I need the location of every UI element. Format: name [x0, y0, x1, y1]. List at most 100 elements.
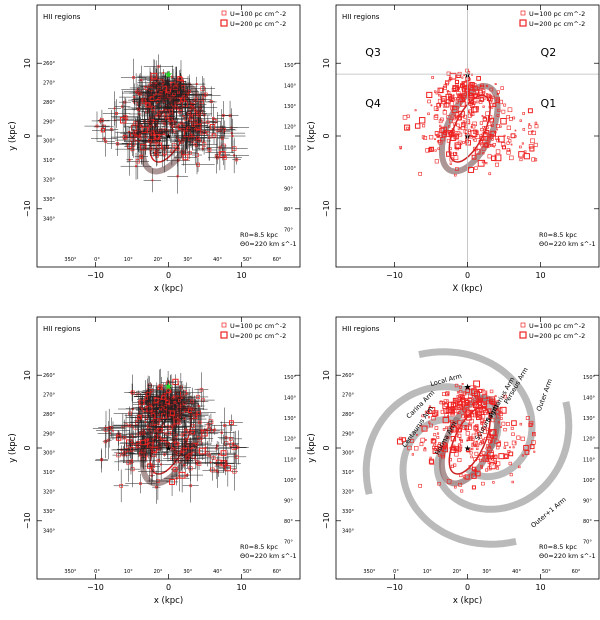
data-point [168, 425, 173, 430]
data-point [531, 130, 534, 133]
data-point [510, 426, 514, 430]
data-point [484, 136, 489, 141]
data-point [172, 85, 178, 91]
data-point [504, 454, 508, 458]
data-point [442, 446, 449, 453]
data-point [149, 125, 152, 128]
data-point [498, 453, 505, 460]
data-point [223, 128, 227, 131]
data-point [467, 113, 472, 118]
data-point [473, 407, 477, 411]
data-point [456, 404, 460, 408]
data-point [495, 124, 500, 128]
data-point [446, 90, 449, 93]
data-point [469, 135, 473, 139]
legend-entry: U=200 pc cm^-2 [230, 332, 286, 340]
data-point [461, 94, 464, 97]
data-point [206, 423, 211, 427]
data-point [218, 453, 220, 456]
data-point [200, 429, 202, 431]
data-point [198, 420, 202, 424]
data-point [440, 136, 445, 142]
data-point [206, 120, 210, 124]
data-point [166, 380, 170, 385]
data-point [468, 393, 473, 399]
y-axis-label: Y (kpc) [307, 121, 317, 152]
data-point [509, 473, 513, 477]
data-point [432, 448, 439, 454]
longitude-label: 40° [213, 569, 222, 575]
data-point [448, 119, 454, 124]
spiral-arm [418, 348, 536, 481]
data-point [519, 158, 523, 162]
data-point [485, 111, 490, 116]
legend: U=100 pc cm^-2 U=200 pc cm^-2 [519, 322, 585, 340]
longitude-label: 330° [43, 197, 56, 203]
data-point [475, 100, 479, 104]
data-point [119, 117, 127, 124]
data-point [439, 88, 445, 93]
longitude-label: 90° [284, 498, 293, 504]
longitude-label: 290° [342, 431, 355, 437]
data-point [492, 103, 497, 107]
data-point [512, 116, 516, 120]
data-point [512, 446, 515, 449]
data-point [528, 123, 531, 125]
data-point [435, 108, 439, 112]
data-point [130, 459, 134, 462]
data-point [180, 97, 186, 102]
sun-star-icon: ★ [164, 378, 173, 394]
data-point [482, 116, 487, 121]
data-point [157, 97, 161, 100]
data-point [473, 441, 478, 446]
x-axis-label: x (kpc) [154, 284, 183, 294]
data-point [472, 121, 477, 127]
y-tick-label: 0 [23, 445, 32, 450]
data-point [464, 404, 469, 409]
data-point [190, 399, 195, 404]
data-point [516, 435, 521, 440]
data-point [450, 420, 454, 424]
longitude-label: 90° [583, 498, 592, 504]
data-point [486, 408, 492, 414]
data-point [113, 107, 116, 110]
data-point [443, 109, 446, 112]
data-point [476, 76, 481, 81]
data-point [128, 158, 131, 161]
data-point [189, 134, 193, 137]
data-point [477, 432, 481, 437]
longitude-label: 350° [64, 257, 77, 263]
data-point [112, 429, 114, 432]
data-point [199, 387, 204, 392]
data-point [191, 123, 195, 127]
data-point [146, 392, 151, 397]
data-point [443, 408, 448, 414]
data-point [229, 437, 233, 441]
data-point [143, 85, 148, 90]
data-point [466, 437, 471, 441]
longitude-label: 280° [43, 412, 56, 418]
data-point [135, 159, 140, 164]
data-point [428, 407, 436, 414]
data-point [187, 126, 190, 130]
data-point [489, 389, 494, 394]
data-point [472, 402, 479, 409]
longitude-label: 150° [284, 375, 297, 381]
panel-title: HII regions [342, 325, 380, 333]
data-point [172, 92, 176, 96]
data-point [130, 390, 135, 395]
data-point [449, 446, 453, 450]
data-point [434, 445, 440, 451]
longitude-label: 150° [284, 63, 297, 69]
data-point [207, 148, 212, 152]
data-point [443, 402, 448, 407]
data-point [163, 432, 166, 435]
data-point [498, 407, 503, 412]
legend-marker-small [520, 322, 526, 328]
data-point [423, 448, 427, 452]
data-point [434, 114, 439, 118]
data-point [458, 482, 463, 487]
data-point [451, 87, 456, 92]
longitude-label: 110° [284, 457, 297, 463]
data-point [481, 115, 484, 117]
